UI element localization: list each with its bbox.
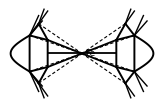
- Text: Fe: Fe: [85, 49, 95, 58]
